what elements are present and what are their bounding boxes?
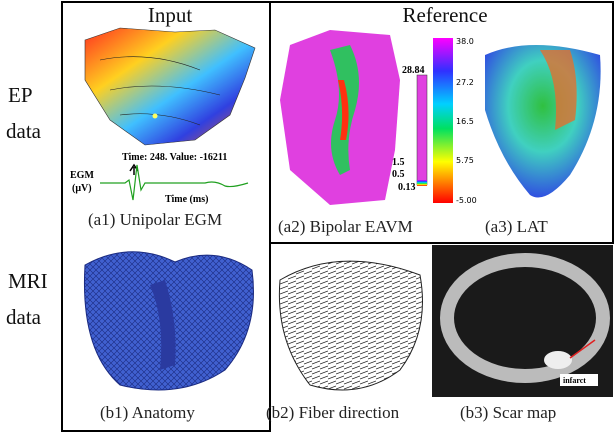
row-label: EP xyxy=(8,83,33,107)
caption: (b1) Anatomy xyxy=(100,403,195,422)
colorbar-label: 28.84 xyxy=(402,65,425,76)
colorbar-label: 27.2 xyxy=(456,78,474,87)
colorbar-label: 16.5 xyxy=(456,117,474,126)
colorbar-label: 1.5 xyxy=(392,157,405,168)
colorbar-label: 0.5 xyxy=(392,169,405,180)
caption: (b3) Scar map xyxy=(460,403,556,422)
egm-axis-label: EGM xyxy=(70,170,94,181)
colorbar-low xyxy=(417,180,427,186)
header-input: Input xyxy=(148,3,192,27)
colorbar-label: -5.00 xyxy=(456,196,477,205)
caption: (b2) Fiber direction xyxy=(266,403,400,422)
caption: (a3) LAT xyxy=(485,217,548,236)
caption: (a1) Unipolar EGM xyxy=(88,210,222,229)
colorbar-label: 5.75 xyxy=(456,156,474,165)
colorbar-label: 38.0 xyxy=(456,37,474,46)
row-label: data xyxy=(6,119,42,143)
egm-axis-unit: (μV) xyxy=(72,183,92,194)
marker xyxy=(153,114,158,119)
caption: (a2) Bipolar EAVM xyxy=(278,217,413,236)
row-label: data xyxy=(6,305,42,329)
fiber-map xyxy=(279,261,422,390)
figure: Input Reference EP data MRI data Time: 2… xyxy=(0,0,615,433)
time-axis-label: Time (ms) xyxy=(165,194,208,205)
colorbar xyxy=(433,38,453,203)
colorbar-label: 0.13 xyxy=(398,182,416,193)
row-label: MRI xyxy=(8,269,48,293)
colorbar xyxy=(417,75,427,185)
lat-map xyxy=(485,45,601,198)
header-reference: Reference xyxy=(402,3,487,27)
egm-readout: Time: 248. Value: -16211 xyxy=(122,152,227,163)
scar xyxy=(544,351,572,369)
annotation: infarct xyxy=(563,376,586,385)
